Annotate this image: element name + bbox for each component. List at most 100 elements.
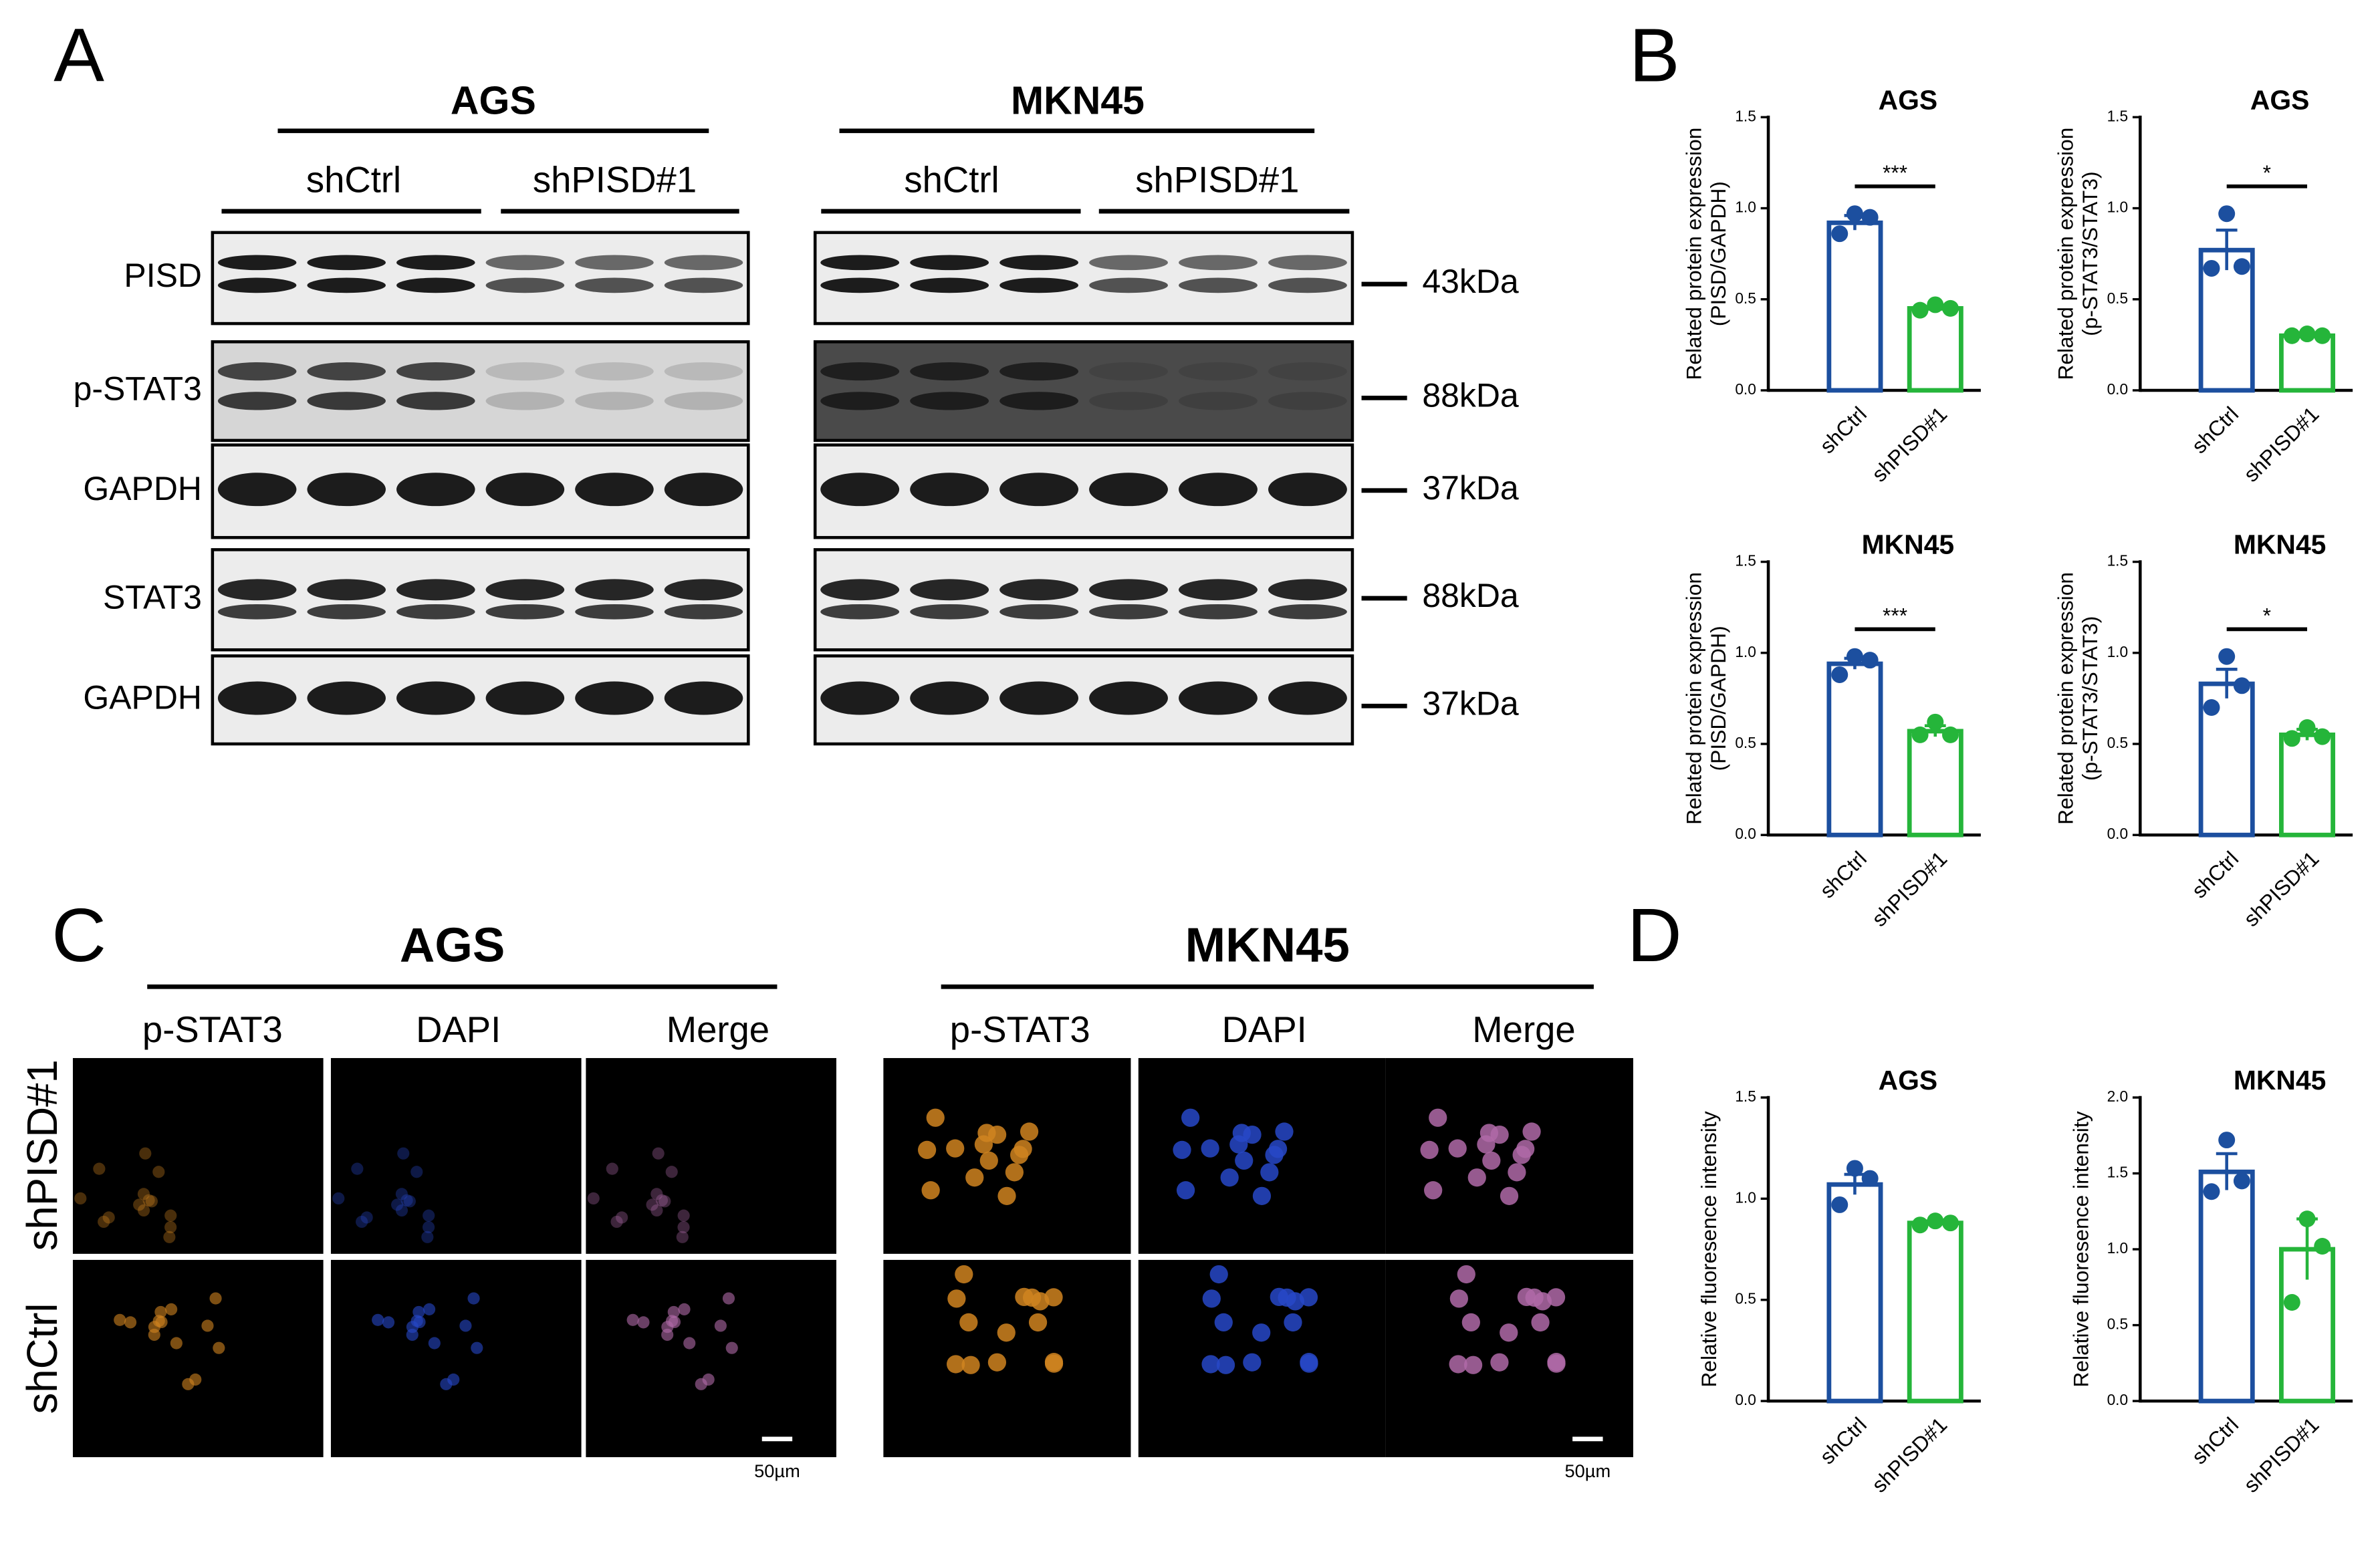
y-tick-label: 1.5 <box>2107 1164 2129 1181</box>
y-axis-label: Related protein expression <box>2054 572 2078 825</box>
data-point <box>2203 1183 2220 1200</box>
blot-band <box>1179 362 1258 381</box>
blot-band <box>999 362 1079 381</box>
blot-band <box>307 473 386 507</box>
y-tick-label: 0.0 <box>2107 1391 2129 1408</box>
cell <box>1467 1168 1486 1187</box>
blot-band <box>820 255 900 271</box>
y-tick-label: 1.5 <box>2107 552 2129 569</box>
blot-band <box>396 579 475 601</box>
channel-label: p-STAT3 <box>142 1009 283 1050</box>
cell <box>1522 1122 1541 1141</box>
cell <box>391 1198 404 1211</box>
cell <box>1477 1135 1496 1154</box>
cell <box>677 1209 690 1222</box>
data-point <box>2298 326 2316 343</box>
data-point <box>1911 1216 1929 1234</box>
blot-band <box>485 473 565 507</box>
cell <box>459 1319 472 1332</box>
blot-band <box>664 362 743 381</box>
blot-band <box>1089 604 1168 620</box>
cell <box>1220 1168 1239 1187</box>
blot-band <box>575 277 654 293</box>
blot-band <box>396 255 475 271</box>
row-label: shPISD#1 <box>19 1059 66 1251</box>
cell <box>395 1188 408 1200</box>
blot-band <box>1179 681 1258 715</box>
blot-band <box>999 392 1079 410</box>
blot-band <box>217 473 297 507</box>
cell <box>467 1292 480 1305</box>
cell <box>655 1194 669 1206</box>
cell <box>356 1215 368 1229</box>
cell <box>1490 1353 1509 1372</box>
channel-label: DAPI <box>416 1009 501 1050</box>
scale-bar-label: 50µm <box>754 1460 800 1481</box>
bar <box>1907 1220 1964 1404</box>
protein-label: GAPDH <box>83 678 202 716</box>
data-point <box>1941 299 1959 317</box>
blot-band <box>485 681 565 715</box>
significance-label: * <box>2263 160 2271 184</box>
chart-title: AGS <box>1879 84 1938 115</box>
cell <box>1525 1288 1544 1307</box>
cell <box>114 1313 126 1326</box>
y-tick-label: 1.0 <box>2107 643 2129 660</box>
blot-band <box>1268 362 1347 381</box>
blot-band <box>1179 604 1258 620</box>
cell <box>423 1303 436 1315</box>
cell <box>400 1194 413 1206</box>
cell <box>947 1355 965 1374</box>
data-point <box>1941 1214 1959 1232</box>
blot-box <box>813 340 1354 442</box>
blot-band <box>396 277 475 293</box>
y-axis-label: Relative fluoresence intensity <box>1697 1111 1721 1387</box>
y-axis-label: Related protein expression <box>1681 572 1705 825</box>
blot-band <box>999 255 1079 271</box>
y-tick-label: 1.0 <box>1735 199 1756 216</box>
y-tick-label: 0.5 <box>2107 289 2129 307</box>
cell <box>406 1328 419 1341</box>
y-axis-label: Related protein expression <box>2054 128 2078 380</box>
blot-band <box>820 277 900 293</box>
data-point <box>1831 666 1849 683</box>
cell <box>1044 1354 1064 1373</box>
cell <box>921 1181 940 1200</box>
data-point <box>2218 1132 2236 1149</box>
panel-letter: A <box>53 13 104 98</box>
cell <box>1500 1186 1519 1205</box>
cell <box>145 1195 158 1208</box>
size-label: 43kDa <box>1422 263 1519 300</box>
cell <box>74 1192 87 1205</box>
blot-band <box>664 681 743 715</box>
size-label: 37kDa <box>1422 684 1519 722</box>
blot-band <box>820 604 900 620</box>
micrograph <box>883 1259 1131 1458</box>
blot-band <box>664 604 743 620</box>
micrograph <box>330 1057 582 1254</box>
y-tick-label: 1.5 <box>1735 107 1756 124</box>
size-label: 37kDa <box>1422 469 1519 507</box>
cell-line-header: AGS <box>451 78 536 122</box>
micrograph <box>72 1259 324 1458</box>
cell <box>1202 1289 1221 1308</box>
blot-box <box>813 231 1354 326</box>
panel-letter: B <box>1629 13 1680 98</box>
blot-band <box>1179 392 1258 410</box>
cell <box>1420 1140 1439 1160</box>
blot-band <box>1089 579 1168 601</box>
blot-band <box>910 681 989 715</box>
cell <box>1275 1122 1294 1141</box>
data-point <box>2203 259 2220 277</box>
blot-band <box>575 604 654 620</box>
cell <box>646 1198 659 1211</box>
data-point <box>2218 205 2236 223</box>
significance-label: * <box>2263 604 2271 628</box>
cell <box>1299 1288 1318 1307</box>
y-tick-label: 0.0 <box>2107 380 2129 398</box>
cell <box>1429 1108 1447 1127</box>
cell <box>382 1316 395 1329</box>
bar <box>1826 661 1883 838</box>
cell <box>917 1140 937 1160</box>
cell <box>139 1147 152 1160</box>
